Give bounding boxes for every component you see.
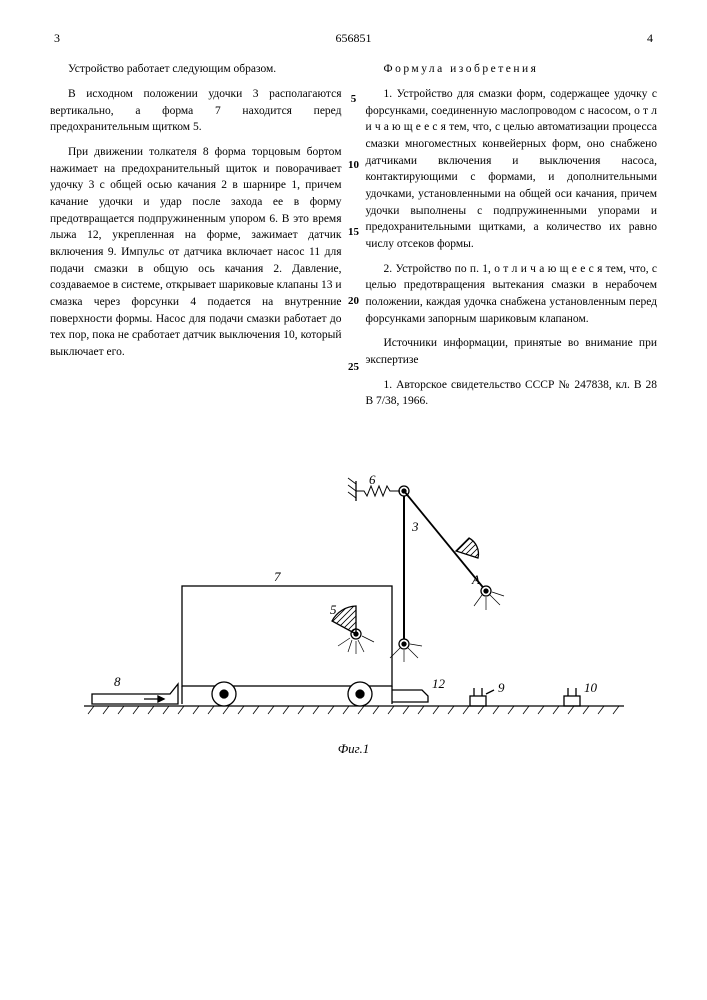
line-num-25: 25 [344,360,364,376]
source-1: 1. Авторское свидетельство СССР № 247838… [366,377,658,410]
figure-svg: 8 7 5 6 3 A 12 9 10 [74,436,634,736]
claim-2: 2. Устройство по п. 1, о т л и ч а ю щ е… [366,261,658,328]
left-para-1: Устройство работает следующим образом. [50,61,342,78]
header-row: 3 656851 4 [50,30,657,47]
figure-caption: Фиг.1 [50,740,657,759]
line-num-15: 15 [344,225,364,241]
fig-label-5: 5 [330,602,337,617]
left-para-2: В исходном положении удочки 3 располагаю… [50,86,342,136]
fig-label-3: 3 [411,519,419,534]
claim-1: 1. Устройство для смазки форм, содержаще… [366,86,658,253]
line-num-10: 10 [344,158,364,174]
sources-label: Источники информации, принятые во вниман… [366,335,658,368]
page-right: 4 [647,30,653,47]
left-column: Устройство работает следующим образом. В… [50,61,342,418]
doc-number: 656851 [60,30,647,47]
formula-title: Формула изобретения [366,61,658,78]
fig-label-12: 12 [432,676,446,691]
fig-label-10: 10 [584,680,598,695]
line-num-5: 5 [344,92,364,108]
figure-1: 8 7 5 6 3 A 12 9 10 Фиг.1 [50,436,657,759]
fig-label-8: 8 [114,674,121,689]
fig-label-9: 9 [498,680,505,695]
fig-label-6: 6 [369,472,376,487]
left-para-3: При движении толкателя 8 форма торцовым … [50,144,342,361]
fig-label-A: A [471,572,480,587]
right-column: Формула изобретения 1. Устройство для см… [366,61,658,418]
fig-label-7: 7 [274,569,281,584]
line-num-20: 20 [344,294,364,310]
